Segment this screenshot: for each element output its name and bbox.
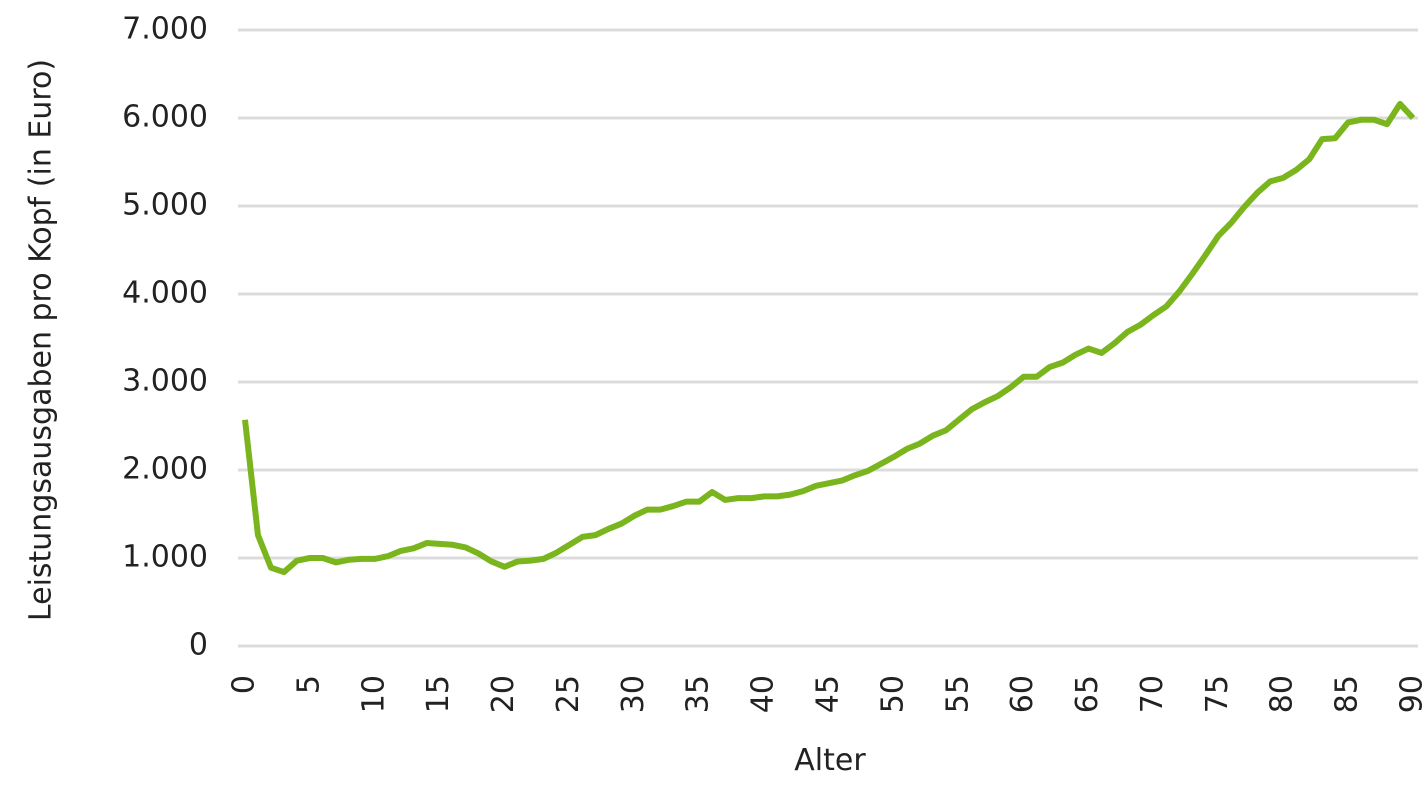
x-tick-label: 25 — [551, 675, 586, 713]
y-tick-label: 7.000 — [122, 12, 208, 47]
x-tick-label: 75 — [1200, 675, 1235, 713]
x-tick-label: 55 — [940, 675, 975, 713]
x-tick-label: 5 — [291, 675, 326, 694]
x-tick-label: 50 — [875, 675, 910, 713]
x-tick-label: 60 — [1005, 675, 1040, 713]
x-axis-title: Alter — [794, 743, 866, 778]
x-tick-label: 70 — [1135, 675, 1170, 713]
x-tick-label: 20 — [486, 675, 521, 713]
y-tick-label: 6.000 — [122, 100, 208, 135]
x-tick-label: 45 — [811, 675, 846, 713]
y-tick-label: 5.000 — [122, 188, 208, 223]
x-tick-label: 35 — [681, 675, 716, 713]
x-tick-label: 65 — [1070, 675, 1105, 713]
x-tick-label: 30 — [616, 675, 651, 713]
x-tick-label: 40 — [746, 675, 781, 713]
x-tick-label: 85 — [1330, 675, 1365, 713]
y-tick-label: 2.000 — [122, 452, 208, 487]
x-tick-label: 0 — [227, 675, 262, 694]
y-tick-label: 1.000 — [122, 540, 208, 575]
y-tick-label: 0 — [189, 628, 208, 663]
x-tick-label: 90 — [1395, 675, 1425, 713]
line — [242, 100, 1416, 576]
x-tick-label: 10 — [356, 675, 391, 713]
x-tick-label: 15 — [421, 675, 456, 713]
y-tick-label: 4.000 — [122, 276, 208, 311]
x-tick-label: 80 — [1265, 675, 1300, 713]
y-tick-label: 3.000 — [122, 364, 208, 399]
y-axis-title: Leistungsausgaben pro Kopf (in Euro) — [24, 59, 59, 621]
